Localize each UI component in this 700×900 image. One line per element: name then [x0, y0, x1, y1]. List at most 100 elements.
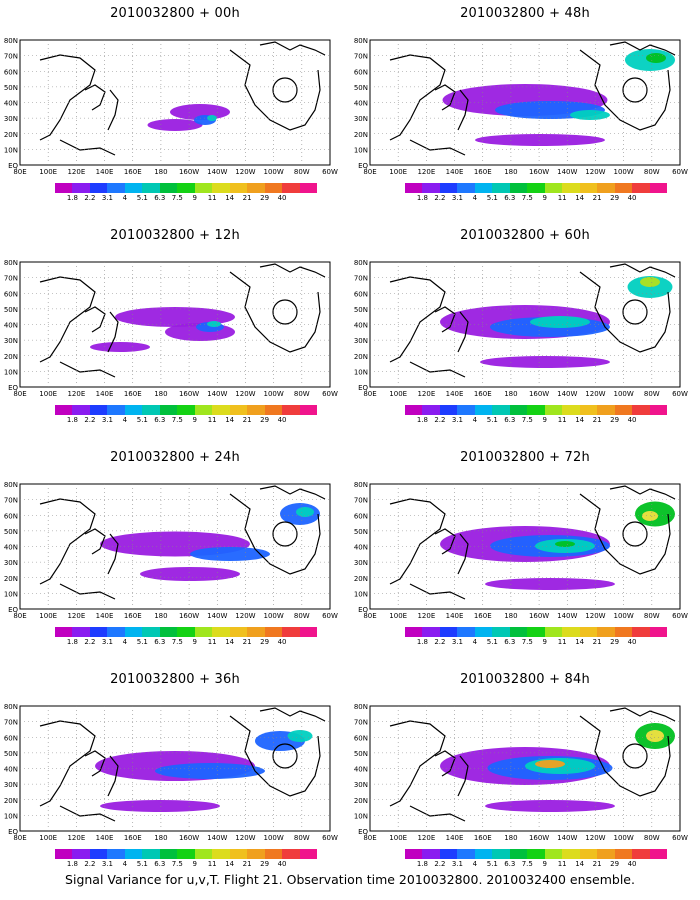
variance-region [115, 307, 235, 327]
colorbar-swatch [579, 405, 598, 415]
colorbar-label: 1.8 [416, 638, 429, 646]
colorbar-swatch [107, 183, 125, 193]
colorbar-label: 6.3 [154, 416, 166, 424]
variance-region [140, 567, 240, 581]
colorbar-swatch [159, 849, 178, 859]
colorbar-swatch [142, 849, 160, 859]
lat-tick-label: 80N [4, 481, 18, 489]
colorbar-swatch [264, 183, 283, 193]
colorbar-label: 6.3 [504, 638, 516, 646]
colorbar-label: 3.1 [451, 194, 463, 202]
colorbar-swatch [562, 183, 580, 193]
variance-region [642, 511, 658, 521]
colorbar-swatch [194, 627, 213, 637]
colorbar-swatch [72, 183, 90, 193]
colorbar-label: 3.1 [101, 194, 113, 202]
colorbar-label: 6.3 [504, 860, 516, 868]
map-panel: 2010032800 + 72h 80N 70N 60N 50N 40N 30N 20N 10N… [350, 444, 700, 669]
lon-tick-label: 140W [207, 168, 227, 176]
lat-tick-label: 80N [354, 481, 368, 489]
variance-region [570, 110, 610, 120]
lat-tick-label: 30N [354, 559, 368, 567]
colorbar-label: 11 [557, 860, 567, 868]
lon-tick-label: 140W [557, 168, 577, 176]
colorbar-swatch [72, 627, 90, 637]
colorbar-swatch [177, 849, 195, 859]
colorbar-label: 11 [207, 416, 217, 424]
lon-tick-label: 80E [363, 834, 376, 842]
colorbar-label: 4 [472, 194, 478, 202]
colorbar-swatch [492, 627, 510, 637]
variance-region [640, 277, 660, 287]
lat-tick-label: 10N [4, 146, 18, 154]
colorbar-swatch [405, 405, 423, 415]
lon-tick-label: 180 [504, 612, 517, 620]
colorbar: 1.8 2.2 3.1 4 5.1 6.3 7.5 9 11 14 21 29 40 [55, 183, 318, 206]
lat-tick-label: 30N [4, 337, 18, 345]
colorbar-label: 5.1 [486, 860, 498, 868]
colorbar-label: 21 [242, 638, 252, 646]
colorbar-label: 21 [242, 860, 252, 868]
lat-tick-label: 10N [354, 368, 368, 376]
colorbar-swatch [405, 183, 423, 193]
lon-tick-label: 160W [179, 834, 199, 842]
colorbar-swatch [107, 627, 125, 637]
lon-tick-label: 100W [613, 834, 633, 842]
lon-tick-label: 120E [417, 612, 435, 620]
lat-tick-label: EQ [8, 162, 18, 170]
colorbar-label: 3.1 [451, 638, 463, 646]
colorbar-swatch [527, 405, 545, 415]
lat-tick-label: 40N [4, 100, 18, 108]
colorbar-swatch [159, 627, 178, 637]
colorbar-swatch [212, 849, 230, 859]
lon-tick-label: 160E [474, 834, 492, 842]
lon-tick-label: 80W [644, 612, 660, 620]
colorbar-swatch [509, 183, 528, 193]
lon-tick-label: 80E [363, 390, 376, 398]
colorbar-label: 29 [260, 638, 270, 646]
panel-title: 2010032800 + 24h [110, 450, 240, 465]
colorbar-label: 7.5 [521, 416, 533, 424]
lon-tick-label: 140W [557, 390, 577, 398]
colorbar-label: 11 [557, 416, 567, 424]
colorbar-swatch [194, 405, 213, 415]
lon-tick-label: 100W [263, 390, 283, 398]
colorbar-label: 14 [225, 416, 235, 424]
colorbar-swatch [229, 849, 248, 859]
variance-region [485, 578, 615, 590]
colorbar-label: 7.5 [171, 416, 183, 424]
lat-tick-label: 10N [4, 368, 18, 376]
lon-tick-label: 160W [529, 168, 549, 176]
colorbar-label: 11 [207, 860, 217, 868]
colorbar-swatch [562, 627, 580, 637]
colorbar-label: 40 [627, 860, 637, 868]
colorbar-label: 40 [277, 638, 287, 646]
colorbar-swatch [579, 849, 598, 859]
colorbar-swatch [55, 405, 73, 415]
lon-tick-label: 80W [294, 390, 310, 398]
lon-tick-label: 80E [13, 390, 26, 398]
lat-tick-label: 60N [4, 734, 18, 742]
variance-region [480, 356, 610, 368]
colorbar-label: 9 [192, 860, 197, 868]
lon-tick-label: 80E [363, 612, 376, 620]
colorbar-swatch [282, 627, 300, 637]
colorbar: 1.8 2.2 3.1 4 5.1 6.3 7.5 9 11 14 21 29 40 [405, 627, 668, 650]
lon-tick-label: 120E [67, 168, 85, 176]
colorbar-swatch [439, 627, 458, 637]
lon-tick-label: 60W [322, 168, 338, 176]
colorbar-label: 2.2 [434, 860, 446, 868]
lat-tick-label: 70N [4, 719, 18, 727]
lon-tick-label: 80W [294, 834, 310, 842]
colorbar-swatch [264, 405, 283, 415]
map-panel: 2010032800 + 00h 80N 70N 60N 50N 40N 30N 20N 10N… [0, 0, 350, 225]
lat-tick-label: 80N [354, 37, 368, 45]
lon-tick-label: 80W [294, 168, 310, 176]
lat-tick-label: 50N [4, 528, 18, 536]
lat-tick-label: 20N [4, 353, 18, 361]
lat-tick-label: 10N [354, 146, 368, 154]
colorbar-label: 2.2 [84, 194, 96, 202]
colorbar-label: 3.1 [101, 638, 113, 646]
colorbar-swatch [422, 183, 440, 193]
colorbar-label: 6.3 [504, 194, 516, 202]
